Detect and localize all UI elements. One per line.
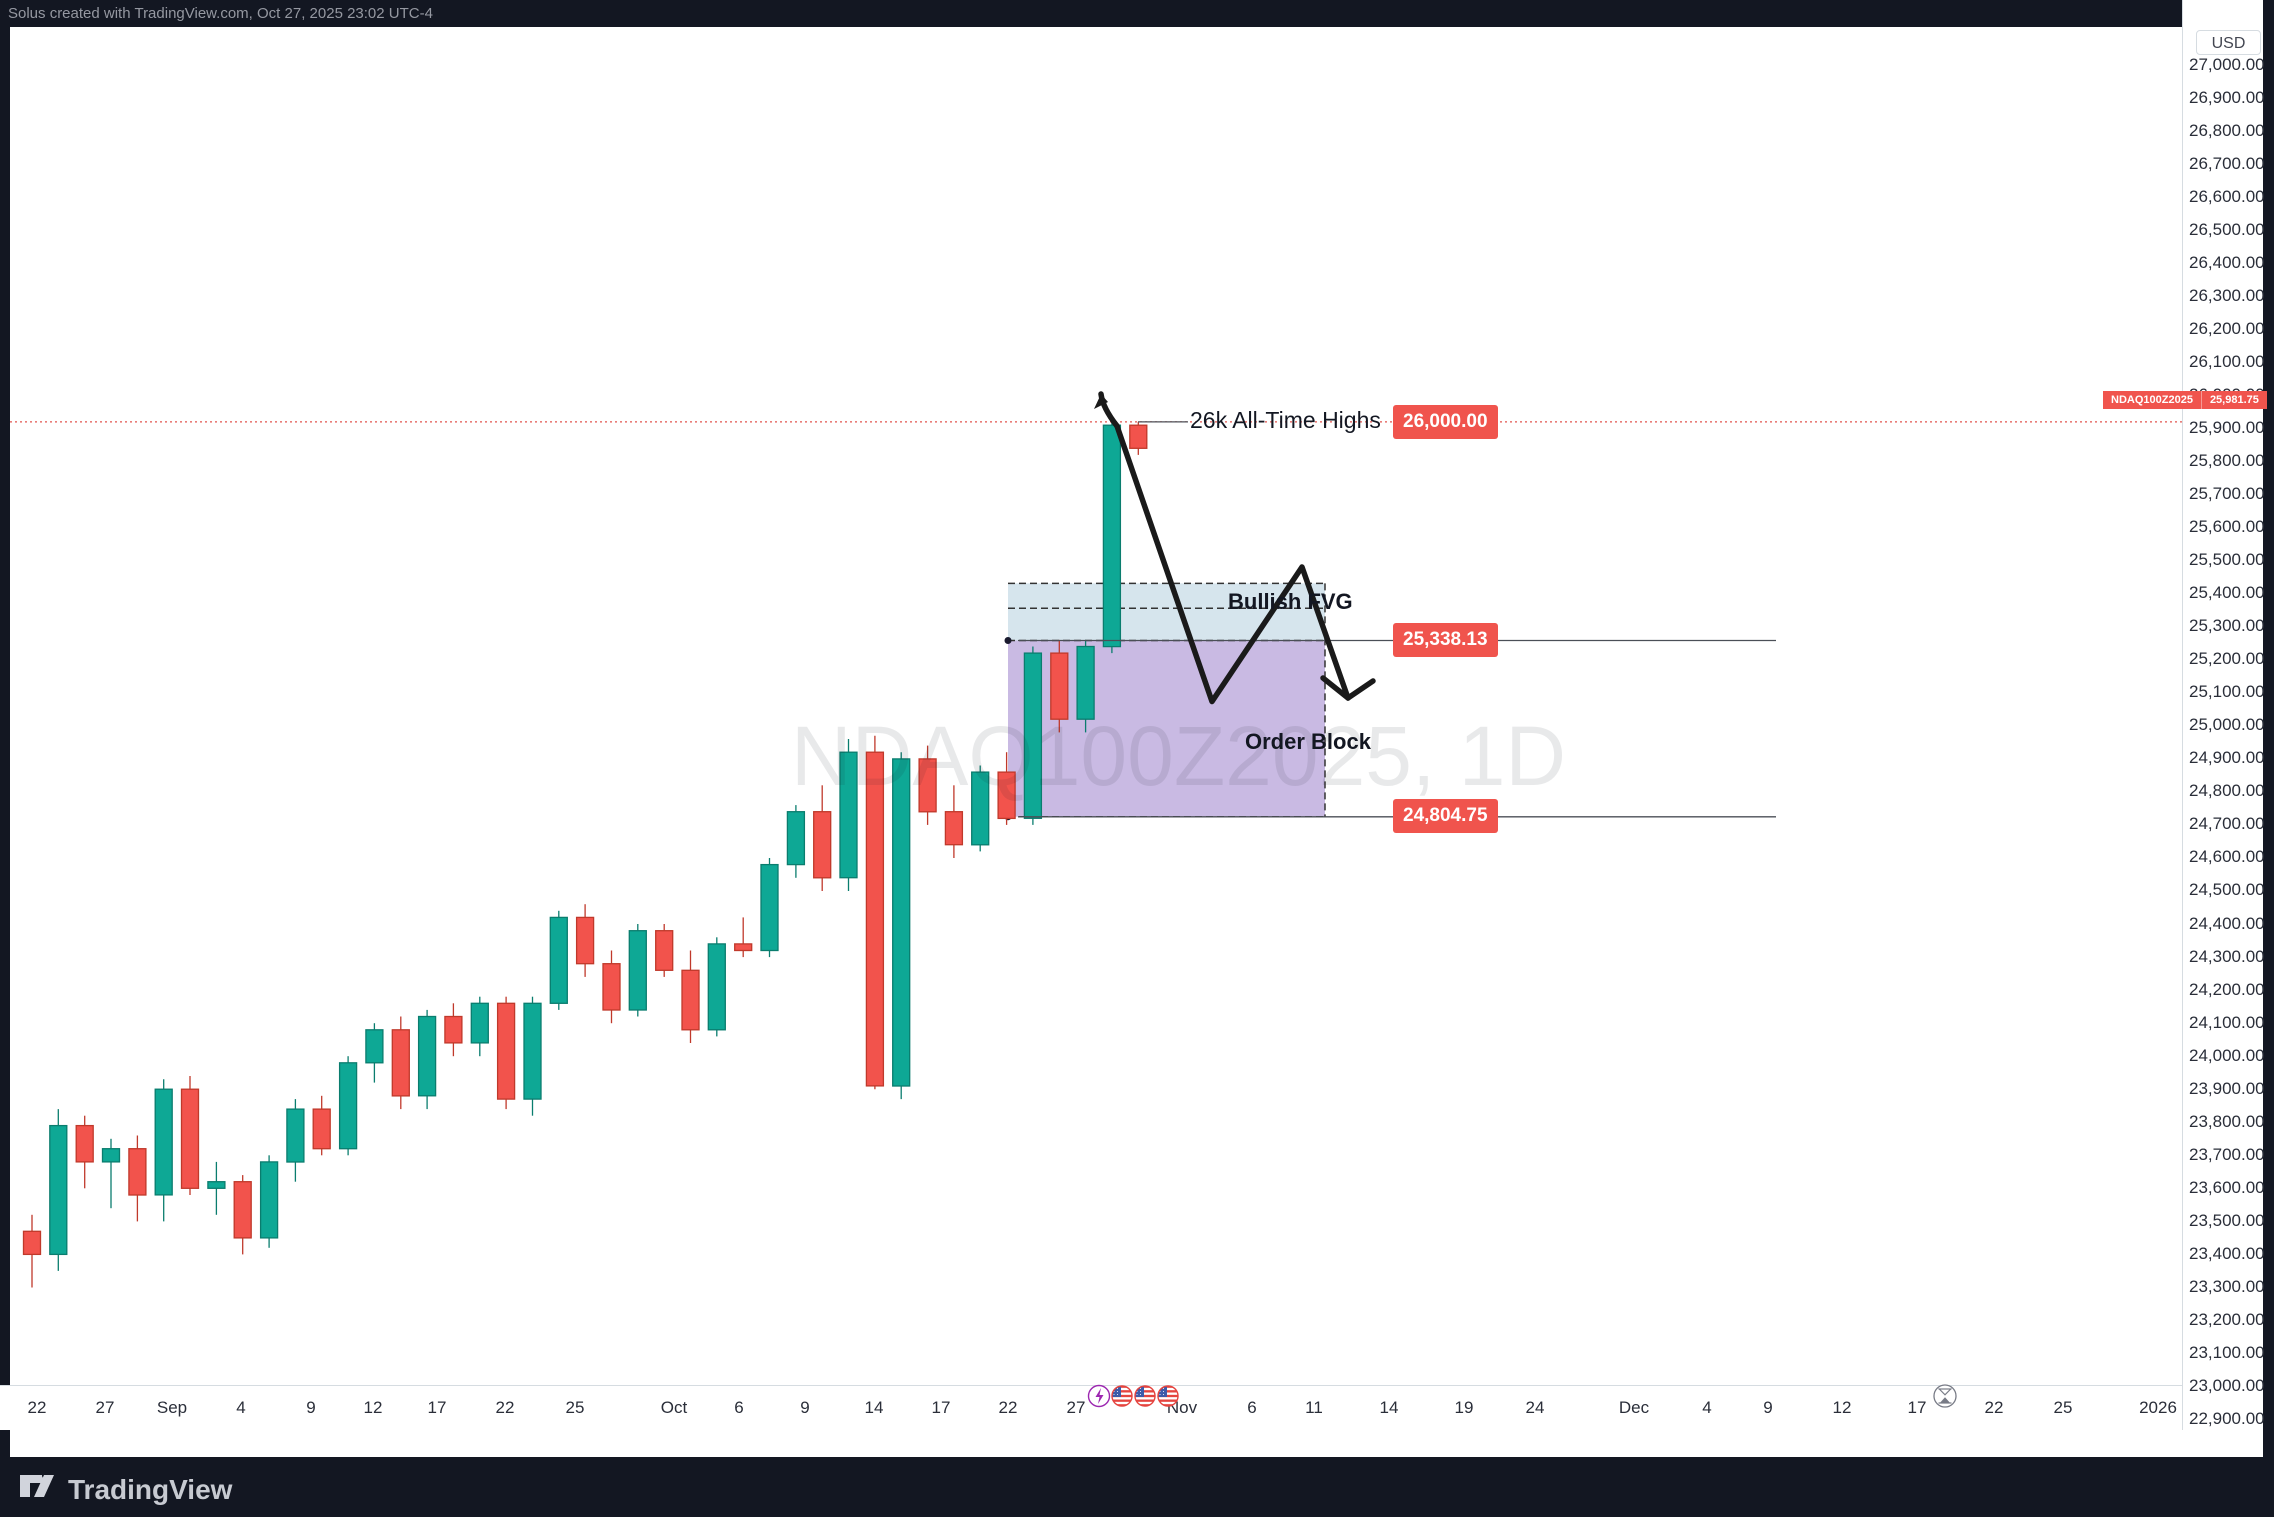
- svg-text:26k All-Time Highs: 26k All-Time Highs: [1190, 407, 1381, 433]
- svg-text:Bullish FVG: Bullish FVG: [1228, 589, 1353, 614]
- svg-text:NDAQ100Z2025, 1D: NDAQ100Z2025, 1D: [791, 709, 1566, 803]
